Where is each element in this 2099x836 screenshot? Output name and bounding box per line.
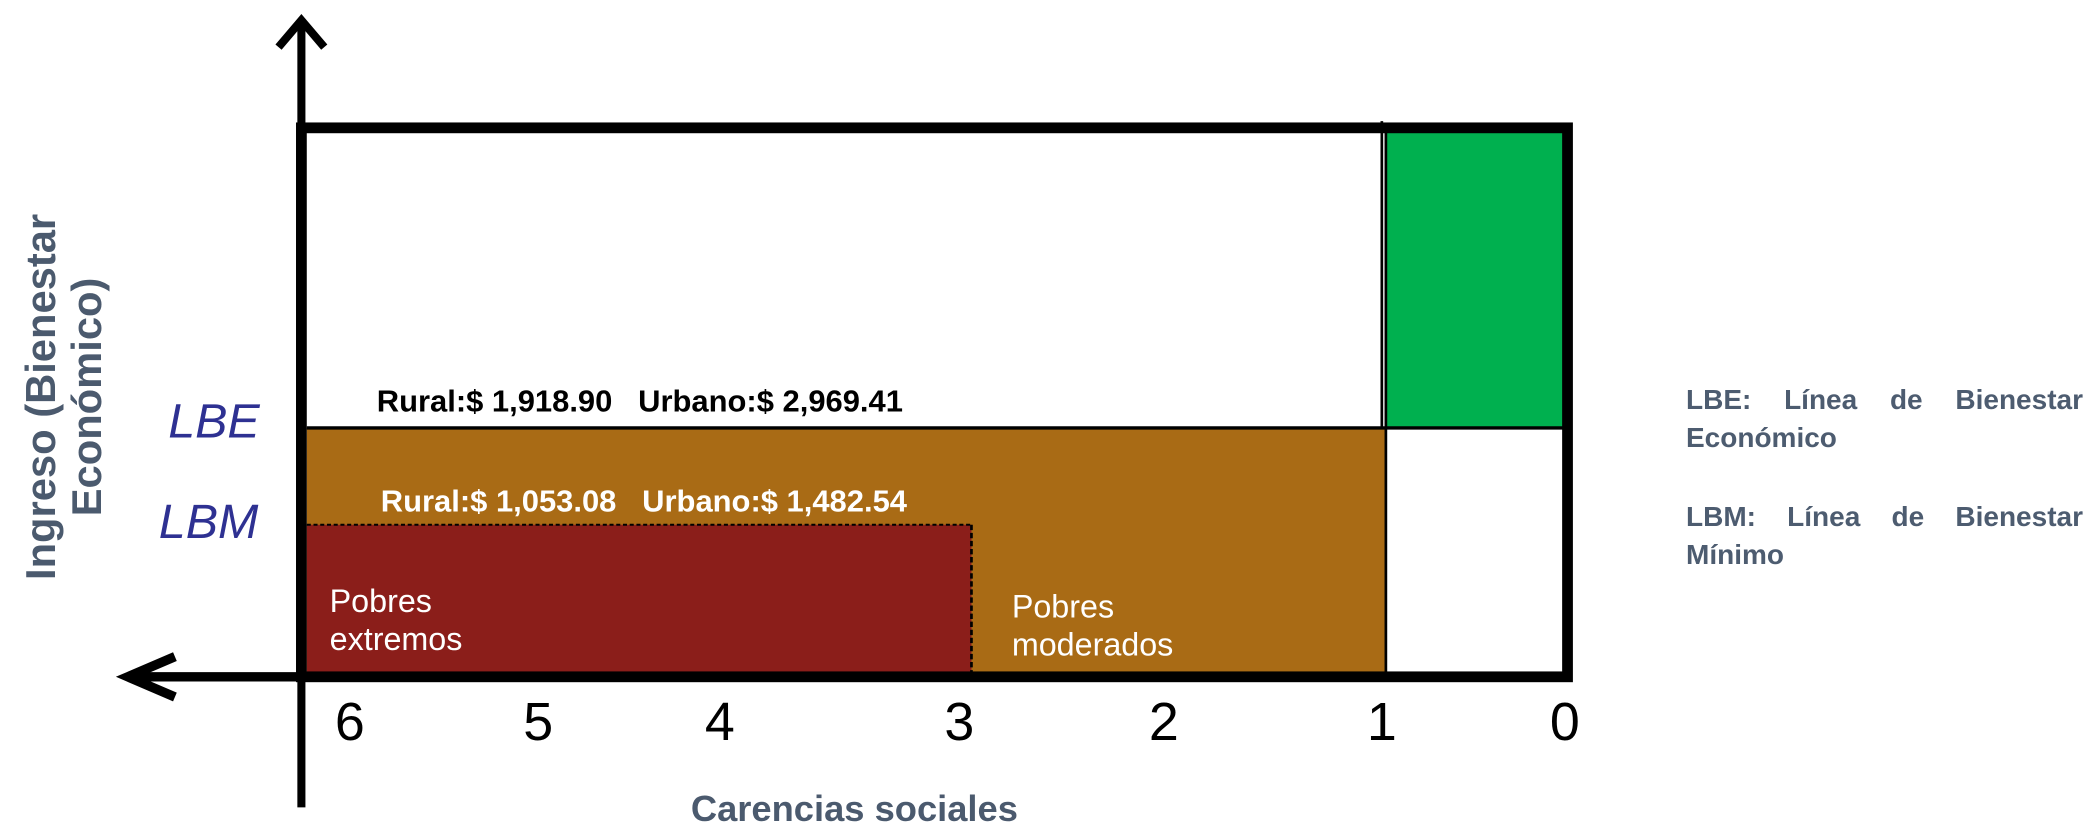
x-arrow: [115, 652, 177, 702]
y-axis-label: Ingreso (Bienestar Económico): [17, 214, 110, 580]
x-tick-label: 4: [705, 692, 735, 752]
y-label-line: Económico): [63, 278, 110, 517]
y-arrow: [275, 13, 328, 50]
x-tick-label: 1: [1367, 692, 1397, 752]
lbe-threshold: Rural:$ 1,918.90 Urbano:$ 2,969.41: [377, 384, 903, 419]
x-axis-label: Carencias sociales: [691, 788, 1018, 829]
x-tick-label: 2: [1149, 692, 1179, 752]
x-tick-label: 6: [335, 692, 365, 752]
lbm-threshold: Rural:$ 1,053.08 Urbano:$ 1,482.54: [381, 483, 908, 518]
green-region: [1385, 127, 1564, 428]
region-label: moderados: [1012, 626, 1174, 662]
legend-item: LBE: Línea de Bienestar Económico: [1686, 384, 2083, 453]
legend-item: LBM: Línea de Bienestar Mínimo: [1686, 501, 2083, 570]
extreme-region: [306, 524, 972, 677]
x-tick-label: 5: [523, 692, 553, 752]
region-label: extremos: [330, 621, 463, 657]
lbe-label: LBE: [168, 394, 260, 448]
y-label-line: Ingreso (Bienestar: [17, 214, 64, 580]
region-label: Pobres: [1012, 589, 1114, 625]
x-ticks: 6 5 4 3 2 1 0: [335, 692, 1580, 752]
x-tick-label: 3: [944, 692, 974, 752]
region-label: Pobres: [330, 583, 432, 619]
lbm-label: LBM: [159, 495, 259, 549]
x-tick-label: 0: [1550, 692, 1580, 752]
